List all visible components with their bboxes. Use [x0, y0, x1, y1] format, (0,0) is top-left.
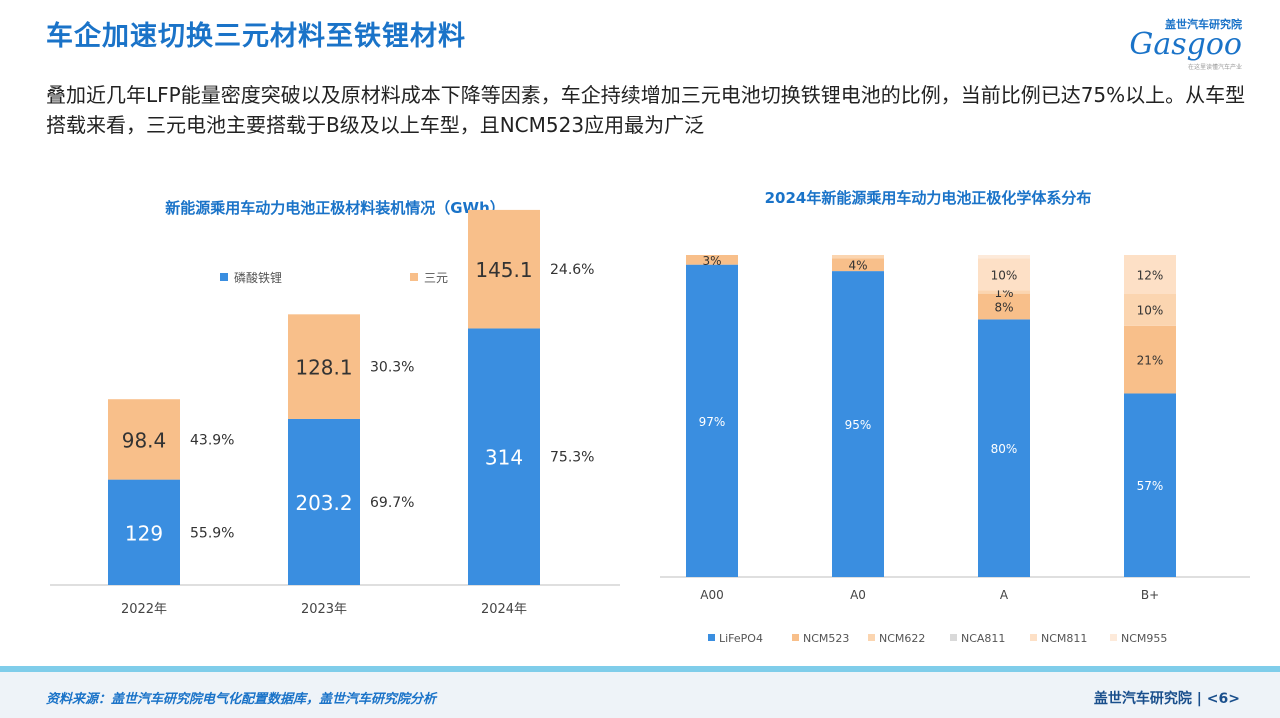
bar-B+-LiFePO4	[1124, 393, 1176, 577]
legend-label-NCM622: NCM622	[879, 632, 925, 645]
bar-A-LiFePO4	[978, 319, 1030, 577]
bar-value-label: 129	[125, 521, 163, 545]
x-tick-label: 2024年	[481, 602, 527, 617]
logo-sub-text: 在这里读懂汽车产业	[1187, 64, 1242, 71]
bar-value-label: 8%	[994, 301, 1013, 315]
bar-pct-label: 69.7%	[370, 495, 414, 511]
x-tick-label: A	[1000, 588, 1009, 602]
legend-label-NCM955: NCM955	[1121, 632, 1167, 645]
chart1-title: 新能源乘用车动力电池正极材料装机情况（GWh）	[165, 199, 505, 217]
legend-swatch-NCM811	[1030, 634, 1037, 641]
bar-pct-label: 24.6%	[550, 262, 594, 278]
bar-value-label: 314	[485, 446, 523, 470]
bar-2023年-三元	[288, 314, 360, 419]
bar-A-NCM811	[978, 258, 1030, 291]
x-tick-label: 2023年	[301, 602, 347, 617]
legend-swatch-lfp	[220, 273, 228, 281]
x-tick-label: B+	[1141, 588, 1159, 602]
legend-label-lfp: 磷酸铁锂	[234, 270, 282, 285]
legend-label-NCM811: NCM811	[1041, 632, 1087, 645]
chart2-title: 2024年新能源乘用车动力电池正极化学体系分布	[765, 189, 1092, 207]
bar-value-label: 145.1	[475, 258, 532, 282]
legend-swatch-NCM622	[868, 634, 875, 641]
bar-pct-label: 43.9%	[190, 432, 234, 448]
left-chart: 新能源乘用车动力电池正极材料装机情况（GWh） 磷酸铁锂 三元 129 55.9% 98.…	[40, 185, 630, 629]
x-tick-label: A0	[850, 588, 866, 602]
bar-A00-LiFePO4	[686, 264, 738, 577]
page-number: <6>	[1206, 691, 1240, 707]
gasgoo-logo: 盖世汽车研究院 Gasgoo 在这里读懂汽车产业	[1110, 16, 1242, 72]
logo-en-text: Gasgoo	[1129, 27, 1242, 62]
legend-swatch-NCA811	[950, 634, 957, 641]
x-tick-label: A00	[700, 588, 723, 602]
footer-accent-bar	[0, 666, 1280, 674]
bar-B+-NCM523	[1124, 325, 1176, 394]
left-chart-svg: 新能源乘用车动力电池正极材料装机情况（GWh） 磷酸铁锂 三元 129 55.9% 98.…	[50, 199, 620, 617]
bar-B+-NCM811	[1124, 255, 1176, 294]
bar-pct-label: 75.3%	[550, 450, 594, 466]
summary-text: 叠加近几年LFP能量密度突破以及原材料成本下降等因素，车企持续增加三元电池切换铁…	[46, 83, 1246, 137]
divider: |	[1196, 691, 1207, 707]
footer	[0, 672, 1280, 718]
bar-A-NCM955	[978, 255, 1030, 259]
bar-value-label: 57%	[1137, 479, 1164, 493]
legend-swatch-NCM955	[1110, 634, 1117, 641]
bar-A0-LiFePO4	[832, 271, 884, 577]
legend-label-NCM523: NCM523	[803, 632, 849, 645]
bar-2024年-磷酸铁锂	[468, 328, 540, 585]
bar-value-label: 10%	[1137, 304, 1164, 318]
bar-pct-label: 55.9%	[190, 525, 234, 541]
bar-A0-NCM622	[832, 255, 884, 259]
brand-name: 盖世汽车研究院	[1093, 691, 1192, 707]
bar-B+-NCM622	[1124, 293, 1176, 326]
legend-swatch-NCM523	[792, 634, 799, 641]
bar-2022年-三元	[108, 399, 180, 480]
bar-2024年-三元	[468, 209, 540, 329]
bar-A0-NCM523	[832, 258, 884, 272]
logo-cn-text: 盖世汽车研究院	[1165, 18, 1242, 31]
bar-value-label: 21%	[1137, 354, 1164, 368]
bar-value-label: 3%	[702, 254, 721, 268]
bar-value-label: 97%	[699, 415, 726, 429]
footer-brand: 盖世汽车研究院 | <6>	[1094, 688, 1240, 708]
bar-value-label: 10%	[991, 268, 1018, 282]
legend-swatch-ternary	[410, 273, 418, 281]
page-title: 车企加速切换三元材料至铁锂材料	[46, 21, 466, 52]
bar-value-label: 12%	[1137, 268, 1164, 282]
bar-A-NCM523	[978, 293, 1030, 320]
bar-value-label: 128.1	[295, 356, 352, 380]
right-chart: 2024年新能源乘用车动力电池正极化学体系分布 97% 3% A00 95% 4% A0 80…	[650, 185, 1260, 659]
legend-label-ternary: 三元	[424, 271, 448, 285]
bar-value-label: 4%	[848, 259, 867, 273]
bar-A00-NCM523	[686, 255, 738, 265]
legend-label-LiFePO4: LiFePO4	[719, 632, 763, 645]
right-chart-svg: 2024年新能源乘用车动力电池正极化学体系分布 97% 3% A00 95% 4% A0 80…	[660, 189, 1250, 645]
legend-label-NCA811: NCA811	[961, 632, 1005, 645]
bar-value-label: 98.4	[122, 428, 167, 452]
source-note: 资料来源：盖世汽车研究院电气化配置数据库，盖世汽车研究院分析	[46, 692, 437, 707]
bar-2023年-磷酸铁锂	[288, 418, 360, 585]
bar-value-label: 95%	[845, 418, 872, 432]
bar-2022年-磷酸铁锂	[108, 479, 180, 585]
bar-value-label: 203.2	[295, 491, 352, 515]
bar-A-NCM622	[978, 290, 1030, 294]
legend-swatch-LiFePO4	[708, 634, 715, 641]
x-tick-label: 2022年	[121, 602, 167, 617]
bar-value-label: 80%	[991, 442, 1018, 456]
bar-pct-label: 30.3%	[370, 360, 414, 376]
